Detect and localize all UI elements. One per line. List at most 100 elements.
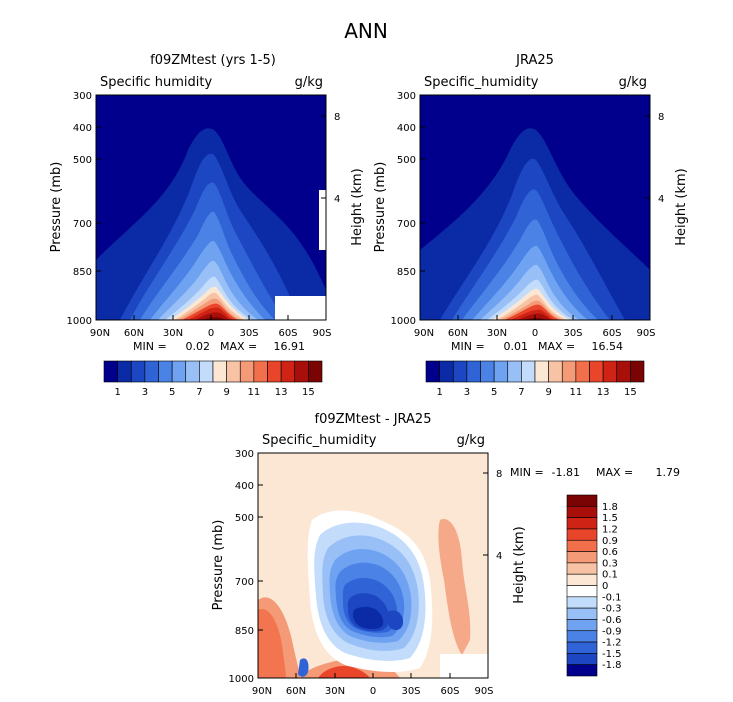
lat-tick: 0 [532, 328, 538, 339]
pressure-tick: 1000 [391, 316, 416, 327]
max-label: MAX = [220, 340, 257, 353]
height-axis: 8 4 [321, 112, 340, 205]
panel-model: f09ZMtest (yrs 1-5) Specific humidity g/… [49, 53, 365, 398]
colorbar-swatch [630, 360, 645, 383]
colorbar-label: -1.2 [602, 638, 622, 649]
y-axis-label: Pressure (mb) [373, 162, 388, 253]
colorbar-label: 0.1 [602, 570, 618, 581]
colorbar-swatch [117, 360, 132, 383]
colorbar-label: 7 [518, 387, 524, 398]
pressure-tick: 700 [73, 219, 92, 230]
colorbar-swatch [308, 360, 323, 383]
lat-tick: 90N [252, 686, 272, 697]
units-label: g/kg [295, 75, 323, 90]
min-label: MIN = [451, 340, 485, 353]
colorbar-swatch [144, 360, 159, 383]
colorbar-swatch [566, 506, 598, 518]
lat-tick: 0 [208, 328, 214, 339]
lat-tick: 60N [448, 328, 468, 339]
colorbar-label: 13 [597, 387, 610, 398]
lat-tick: 90N [90, 328, 110, 339]
lat-tick: 30N [325, 686, 345, 697]
pressure-tick: 700 [397, 219, 416, 230]
units-label: g/kg [457, 433, 485, 448]
pressure-tick: 850 [235, 626, 254, 637]
colorbar-swatch [452, 360, 468, 383]
pressure-tick: 400 [73, 123, 92, 134]
variable-label: Specific_humidity [262, 433, 377, 448]
colorbar-label: 9 [223, 387, 229, 398]
panel-title: f09ZMtest - JRA25 [315, 412, 432, 427]
pressure-tick: 700 [235, 577, 254, 588]
y-axis-label: Pressure (mb) [211, 520, 226, 611]
pressure-axis: 300 400 500 700 850 1000 [67, 91, 101, 327]
lat-tick: 90S [636, 328, 655, 339]
colorbar-label: -1.5 [602, 649, 622, 660]
colorbar: 1 3 5 7 9 11 13 15 [103, 360, 323, 398]
pressure-tick: 300 [397, 91, 416, 102]
colorbar-swatch [575, 360, 590, 383]
pressure-tick: 500 [397, 155, 416, 166]
colorbar-swatch [534, 360, 549, 383]
colorbar-swatch [548, 360, 563, 383]
colorbar-label: 1.5 [602, 513, 618, 524]
colorbar-label: 11 [570, 387, 583, 398]
colorbar-label: -0.9 [602, 626, 622, 637]
contour-field [258, 453, 488, 678]
colorbar-swatch [566, 607, 598, 620]
colorbar-label: 3 [464, 387, 470, 398]
colorbar-swatch [616, 360, 631, 383]
colorbar-swatch [566, 494, 598, 507]
lat-tick: 60N [124, 328, 144, 339]
pressure-tick: 300 [73, 91, 92, 102]
contour-field [420, 95, 650, 320]
colorbar-label: 1.8 [602, 502, 618, 513]
page-title: ANN [344, 19, 388, 43]
lat-tick: 90S [312, 328, 331, 339]
colorbar-swatch [566, 664, 598, 677]
colorbar: 1 3 5 7 9 11 13 15 [425, 360, 645, 398]
colorbar-swatch [566, 596, 598, 609]
lat-tick: 90N [414, 328, 434, 339]
colorbar-label: -0.6 [602, 615, 622, 626]
lat-tick: 30N [163, 328, 183, 339]
colorbar-label: 15 [302, 387, 315, 398]
lat-tick: 30S [563, 328, 582, 339]
lat-tick: 30S [239, 328, 258, 339]
colorbar-label: -0.1 [602, 592, 622, 603]
contour-field [96, 95, 326, 320]
colorbar-swatch [267, 360, 282, 383]
colorbar-label: 0 [602, 581, 608, 592]
max-value: 16.91 [274, 340, 306, 353]
variable-label: Specific humidity [100, 75, 212, 90]
colorbar-label: 0.3 [602, 558, 618, 569]
colorbar-label: 13 [275, 387, 288, 398]
y-axis-label: Pressure (mb) [49, 162, 64, 253]
colorbar-label: 1.2 [602, 524, 618, 535]
colorbar-swatch [507, 360, 522, 383]
colorbar-label: 0.9 [602, 536, 618, 547]
lat-tick: 0 [370, 686, 376, 697]
panel-difference: f09ZMtest - JRA25 Specific_humidity g/kg [211, 412, 680, 697]
colorbar-swatch [566, 528, 598, 541]
y-axis-right-label: Height (km) [512, 526, 527, 603]
colorbar-swatch [425, 360, 440, 383]
pressure-tick: 300 [235, 449, 254, 460]
pressure-tick: 400 [397, 123, 416, 134]
colorbar-swatch [566, 551, 598, 564]
colorbar-label: -0.3 [602, 604, 622, 615]
pressure-tick: 850 [73, 267, 92, 278]
max-label: MAX = [596, 466, 633, 479]
lat-tick: 90S [474, 686, 493, 697]
colorbar-label: 0.6 [602, 547, 618, 558]
y-axis-right-label: Height (km) [350, 168, 365, 245]
height-tick: 8 [334, 112, 340, 123]
colorbar-label: 5 [491, 387, 497, 398]
units-label: g/kg [619, 75, 647, 90]
min-value: 0.02 [186, 340, 211, 353]
colorbar-swatch [566, 539, 598, 552]
colorbar-label: 3 [142, 387, 148, 398]
colorbar-swatch [566, 562, 598, 575]
colorbar-swatch [294, 360, 309, 383]
colorbar-swatch [566, 573, 598, 586]
